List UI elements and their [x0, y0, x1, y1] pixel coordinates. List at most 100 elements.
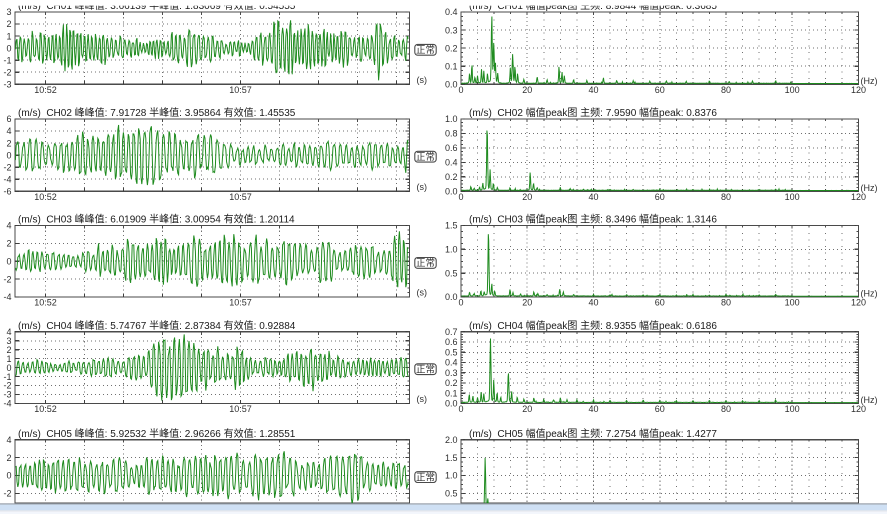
svg-text:0.4: 0.4: [445, 7, 458, 17]
svg-text:10:52: 10:52: [34, 85, 57, 95]
svg-text:-4: -4: [3, 292, 11, 302]
svg-text:正常: 正常: [416, 44, 435, 56]
svg-text:20: 20: [522, 404, 532, 414]
svg-text:60: 60: [655, 404, 665, 414]
svg-text:0.6: 0.6: [445, 143, 458, 153]
svg-text:(Hz): (Hz): [861, 183, 878, 193]
svg-text:(m/s) CH05 峰峰值: 5.92532 半峰值:: (m/s) CH05 峰峰值: 5.92532 半峰值: 2.96266 有效值…: [18, 427, 296, 440]
svg-text:(m/s) CH03 峰峰值: 6.01909 半峰值:: (m/s) CH03 峰峰值: 6.01909 半峰值: 3.00954 有效值…: [18, 213, 295, 226]
svg-text:(s): (s): [417, 182, 428, 192]
svg-text:(Hz): (Hz): [861, 289, 878, 299]
svg-text:0.3: 0.3: [445, 25, 458, 35]
svg-text:0.0: 0.0: [445, 187, 458, 197]
svg-text:0: 0: [458, 404, 463, 414]
svg-text:2: 2: [6, 453, 11, 463]
svg-text:1: 1: [6, 354, 11, 364]
svg-text:1.0: 1.0: [445, 471, 458, 481]
svg-text:0.7: 0.7: [445, 327, 458, 337]
svg-text:-4: -4: [3, 399, 11, 409]
svg-text:2.0: 2.0: [445, 435, 458, 445]
svg-text:40: 40: [588, 298, 598, 308]
svg-text:-2: -2: [3, 162, 11, 172]
svg-text:-3: -3: [3, 80, 11, 90]
svg-text:(Hz): (Hz): [861, 76, 878, 86]
svg-text:0: 0: [6, 43, 11, 53]
svg-text:(Hz): (Hz): [861, 395, 878, 405]
svg-text:2: 2: [6, 345, 11, 355]
svg-text:40: 40: [588, 192, 598, 202]
svg-text:80: 80: [721, 298, 731, 308]
svg-text:3: 3: [6, 336, 11, 346]
svg-text:40: 40: [588, 85, 598, 95]
svg-text:-2: -2: [3, 274, 11, 284]
svg-text:0.8: 0.8: [445, 129, 458, 139]
svg-text:4: 4: [6, 327, 11, 337]
svg-text:(m/s) CH02 峰峰值: 7.91728 半峰值:: (m/s) CH02 峰峰值: 7.91728 半峰值: 3.95864 有效值…: [18, 106, 296, 119]
svg-text:0.4: 0.4: [445, 358, 458, 368]
svg-text:0.6: 0.6: [445, 337, 458, 347]
svg-text:2: 2: [6, 138, 11, 148]
svg-text:0: 0: [458, 192, 463, 202]
svg-text:-3: -3: [3, 390, 11, 400]
svg-text:80: 80: [721, 192, 731, 202]
svg-text:(m/s) CH02 幅值peak图 主频: 7.9590: (m/s) CH02 幅值peak图 主频: 7.9590 幅值peak: 0.…: [469, 106, 717, 119]
svg-text:-4: -4: [3, 174, 11, 184]
svg-text:1.5: 1.5: [445, 221, 458, 231]
svg-text:0: 0: [6, 150, 11, 160]
svg-text:0.0: 0.0: [445, 399, 458, 409]
svg-text:0: 0: [6, 256, 11, 266]
svg-text:-2: -2: [3, 68, 11, 78]
svg-text:1.0: 1.0: [445, 114, 458, 124]
svg-text:10:57: 10:57: [229, 192, 252, 202]
svg-text:(m/s) CH04 幅值peak图 主频: 8.9355: (m/s) CH04 幅值peak图 主频: 8.9355 幅值peak: 0.…: [469, 319, 717, 332]
svg-text:0.2: 0.2: [445, 43, 458, 53]
svg-text:120: 120: [851, 85, 866, 95]
svg-text:-1: -1: [3, 55, 11, 65]
svg-text:2: 2: [6, 19, 11, 29]
svg-text:20: 20: [522, 298, 532, 308]
svg-text:0.4: 0.4: [445, 158, 458, 168]
svg-text:正常: 正常: [416, 257, 435, 269]
svg-text:100: 100: [785, 192, 800, 202]
svg-text:0.2: 0.2: [445, 378, 458, 388]
svg-text:10:57: 10:57: [229, 85, 252, 95]
svg-text:4: 4: [6, 221, 11, 231]
svg-text:1.5: 1.5: [445, 453, 458, 463]
svg-text:100: 100: [785, 298, 800, 308]
svg-text:2: 2: [6, 239, 11, 249]
svg-text:(s): (s): [417, 394, 428, 404]
svg-text:(m/s) CH05 幅值peak图 主频: 7.2754: (m/s) CH05 幅值peak图 主频: 7.2754 幅值peak: 1.…: [469, 427, 717, 440]
svg-text:正常: 正常: [416, 151, 435, 163]
svg-text:10:52: 10:52: [34, 404, 57, 414]
svg-text:10:52: 10:52: [34, 298, 57, 308]
svg-text:(s): (s): [417, 288, 428, 298]
svg-text:60: 60: [655, 85, 665, 95]
svg-text:60: 60: [655, 298, 665, 308]
svg-text:1.0: 1.0: [445, 245, 458, 255]
svg-text:10:57: 10:57: [229, 404, 252, 414]
svg-text:80: 80: [721, 85, 731, 95]
svg-text:10:52: 10:52: [34, 192, 57, 202]
svg-text:正常: 正常: [416, 472, 435, 484]
svg-text:正常: 正常: [416, 364, 435, 376]
svg-text:4: 4: [6, 435, 11, 445]
svg-text:0: 0: [6, 471, 11, 481]
svg-text:100: 100: [785, 404, 800, 414]
svg-text:40: 40: [588, 404, 598, 414]
svg-text:20: 20: [522, 192, 532, 202]
svg-text:0.1: 0.1: [445, 388, 458, 398]
svg-text:0.0: 0.0: [445, 80, 458, 90]
svg-text:120: 120: [851, 298, 866, 308]
svg-text:80: 80: [721, 404, 731, 414]
svg-text:0.2: 0.2: [445, 172, 458, 182]
svg-text:100: 100: [785, 85, 800, 95]
svg-text:(m/s) CH04 峰峰值: 5.74767 半峰值:: (m/s) CH04 峰峰值: 5.74767 半峰值: 2.87384 有效值…: [18, 319, 296, 332]
svg-text:0.1: 0.1: [445, 61, 458, 71]
svg-text:(s): (s): [417, 75, 428, 85]
svg-text:0: 0: [6, 363, 11, 373]
svg-text:-2: -2: [3, 489, 11, 499]
svg-text:0.3: 0.3: [445, 368, 458, 378]
svg-text:-6: -6: [3, 187, 11, 197]
svg-text:-1: -1: [3, 372, 11, 382]
svg-text:0.5: 0.5: [445, 348, 458, 358]
